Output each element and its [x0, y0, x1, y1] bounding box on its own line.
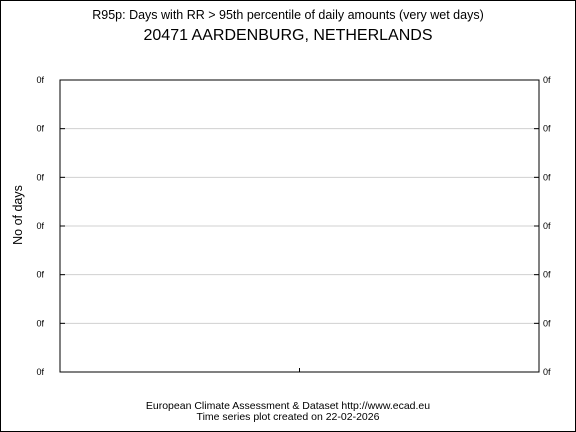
y-tick-label-left: 0f — [36, 270, 44, 280]
y-tick-label-left: 0f — [36, 367, 44, 377]
y-tick-label-right: 0f — [543, 221, 551, 231]
axes-box — [59, 79, 540, 373]
y-tick-label-left: 0f — [36, 221, 44, 231]
y-tick-label-right: 0f — [543, 75, 551, 85]
y-tick-label-left: 0f — [36, 172, 44, 182]
y-tick-label-right: 0f — [543, 270, 551, 280]
y-tick-label-left: 0f — [36, 318, 44, 328]
y-tick-label-right: 0f — [543, 367, 551, 377]
y-tick-label-left: 0f — [36, 75, 44, 85]
chart-subtitle: R95p: Days with RR > 95th percentile of … — [92, 8, 484, 22]
y-tick-label-right: 0f — [543, 318, 551, 328]
y-tick-label-left: 0f — [36, 124, 44, 134]
footer-source: European Climate Assessment & Dataset ht… — [145, 400, 431, 412]
y-tick-label-right: 0f — [543, 124, 551, 134]
footer-created: Time series plot created on 22-02-2026 — [196, 411, 380, 423]
y-tick-label-right: 0f — [543, 172, 551, 182]
chart-title: 20471 AARDENBURG, NETHERLANDS — [143, 27, 433, 44]
